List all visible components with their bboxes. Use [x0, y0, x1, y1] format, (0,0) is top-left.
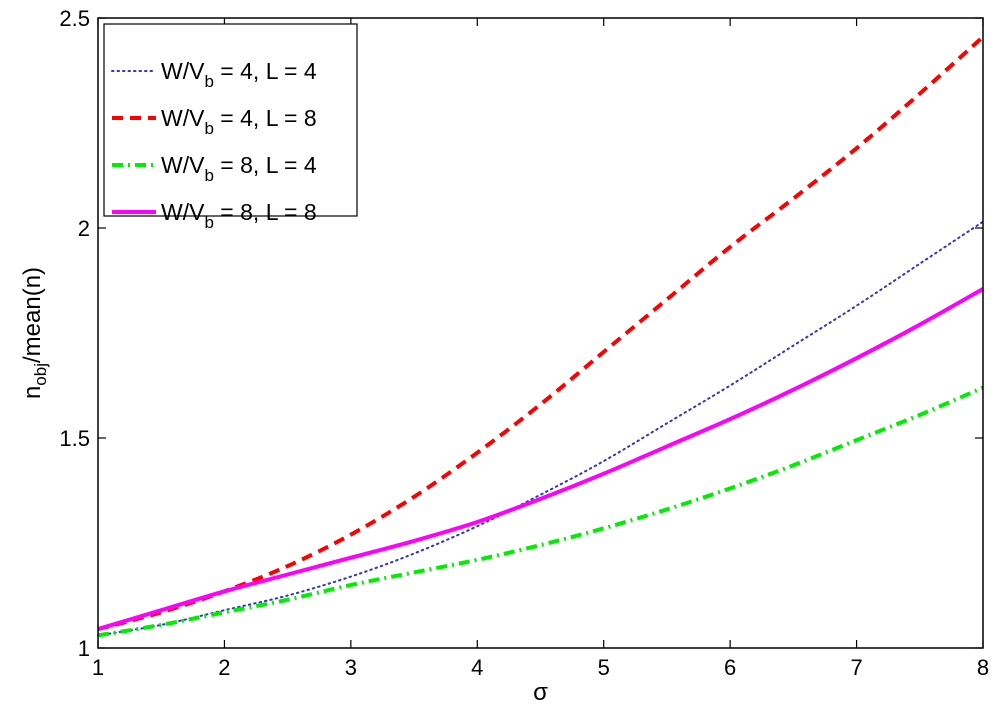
legend-box: [103, 23, 358, 217]
legend-label-main: W/V: [161, 58, 205, 84]
x-tick-label: 1: [92, 655, 104, 680]
y-tick-label: 1: [78, 636, 90, 661]
legend-label-main: W/V: [161, 152, 205, 178]
legend-label-sub: b: [204, 119, 213, 138]
legend-label-main: W/V: [161, 105, 205, 131]
y-axis-label-rest: /mean(n): [19, 267, 46, 363]
plot-frame: [97, 17, 984, 649]
x-tick-label: 4: [471, 655, 483, 680]
legend-label-rest: = 4, L = 8: [214, 105, 317, 131]
series-line-1: [97, 220, 984, 637]
x-tick-label: 8: [977, 655, 989, 680]
legend-label-rest: = 8, L = 4: [214, 152, 317, 178]
legend-label-1: W/Vb = 4, L = 4: [161, 58, 317, 91]
legend: W/Vb = 4, L = 4W/Vb = 4, L = 8W/Vb = 8, …: [103, 23, 358, 232]
x-tick-label: 5: [598, 655, 610, 680]
series-line-2: [97, 35, 985, 632]
x-tick-label: 3: [345, 655, 357, 680]
legend-label-sub: b: [204, 72, 213, 91]
legend-label-4: W/Vb = 8, L = 8: [161, 199, 317, 232]
y-tick-label: 1.5: [59, 426, 90, 451]
series-line-4: [97, 287, 984, 632]
legend-label-main: W/V: [161, 199, 205, 225]
x-tick-label: 6: [724, 655, 736, 680]
ticks-layer: 1 2 3 4 5 6 7 8 1 1.5 2 2.5: [59, 6, 989, 680]
legend-label-3: W/Vb = 8, L = 4: [161, 152, 317, 185]
y-tick-label: 2: [78, 216, 90, 241]
x-tick-label: 7: [850, 655, 862, 680]
legend-label-sub: b: [204, 166, 213, 185]
series-line-3: [97, 385, 984, 638]
legend-label-sub: b: [204, 213, 213, 232]
x-tick-label: 2: [218, 655, 230, 680]
legend-label-rest: = 4, L = 4: [214, 58, 317, 84]
y-tick-label: 2.5: [59, 6, 90, 31]
x-axis-label: σ: [533, 679, 548, 706]
legend-label-rest: = 8, L = 8: [214, 199, 317, 225]
y-axis-label-sub: obj: [31, 363, 50, 386]
y-axis-label: nobj/mean(n): [19, 267, 50, 399]
legend-label-2: W/Vb = 4, L = 8: [161, 105, 317, 138]
y-axis-label-main: n: [19, 386, 46, 399]
series-layer: [97, 35, 985, 638]
